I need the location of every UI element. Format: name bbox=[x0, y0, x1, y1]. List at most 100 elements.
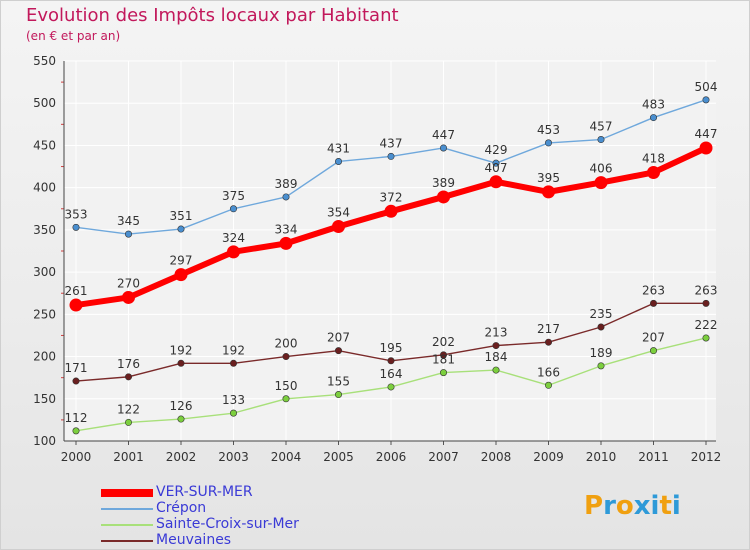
data-label-meuvaines: 202 bbox=[432, 335, 455, 349]
data-label-ver-sur-mer: 447 bbox=[695, 127, 718, 141]
data-point-ver-sur-mer bbox=[699, 141, 713, 155]
data-point-meuvaines bbox=[492, 342, 500, 350]
data-label-meuvaines: 263 bbox=[642, 283, 665, 297]
data-label-meuvaines: 195 bbox=[380, 341, 403, 355]
data-point-meuvaines bbox=[597, 323, 605, 331]
data-label-cr-pon: 504 bbox=[695, 80, 718, 94]
logo-letter: x bbox=[633, 491, 651, 521]
legend-item-sainte-croix-sur-mer: Sainte-Croix-sur-Mer bbox=[101, 516, 361, 533]
x-tick-label: 2001 bbox=[113, 450, 144, 464]
data-point-cr-pon bbox=[439, 144, 447, 152]
data-label-meuvaines: 217 bbox=[537, 322, 560, 336]
data-point-ver-sur-mer bbox=[69, 298, 83, 312]
data-label-cr-pon: 345 bbox=[117, 214, 140, 228]
data-label-meuvaines: 200 bbox=[275, 337, 298, 351]
data-point-sainte-croix-sur-mer bbox=[334, 391, 342, 399]
data-label-sainte-croix-sur-mer: 155 bbox=[327, 375, 350, 389]
data-point-ver-sur-mer bbox=[279, 236, 293, 250]
data-point-ver-sur-mer bbox=[489, 175, 503, 189]
data-point-ver-sur-mer bbox=[384, 204, 398, 218]
data-label-meuvaines: 263 bbox=[695, 283, 718, 297]
data-label-cr-pon: 447 bbox=[432, 128, 455, 142]
x-tick-label: 2003 bbox=[218, 450, 249, 464]
data-point-meuvaines bbox=[72, 377, 80, 385]
chart-subtitle: (en € et par an) bbox=[26, 29, 121, 43]
data-point-sainte-croix-sur-mer bbox=[282, 395, 290, 403]
data-label-meuvaines: 235 bbox=[590, 307, 613, 321]
data-point-ver-sur-mer bbox=[174, 268, 188, 282]
data-label-cr-pon: 453 bbox=[537, 123, 560, 137]
x-tick-label: 2008 bbox=[481, 450, 512, 464]
data-point-meuvaines bbox=[334, 347, 342, 355]
y-tick-label: 100 bbox=[33, 434, 56, 448]
x-tick-label: 2006 bbox=[376, 450, 407, 464]
data-point-cr-pon bbox=[492, 159, 500, 167]
data-label-cr-pon: 389 bbox=[275, 177, 298, 191]
data-point-ver-sur-mer bbox=[332, 220, 345, 234]
data-point-meuvaines bbox=[702, 299, 710, 307]
data-label-meuvaines: 176 bbox=[117, 357, 140, 371]
x-tick-label: 2007 bbox=[428, 450, 459, 464]
data-point-cr-pon bbox=[649, 114, 657, 122]
data-point-cr-pon bbox=[597, 136, 605, 144]
data-label-ver-sur-mer: 297 bbox=[170, 254, 193, 268]
data-label-ver-sur-mer: 261 bbox=[65, 284, 88, 298]
legend-label: Meuvaines bbox=[156, 532, 232, 548]
data-point-ver-sur-mer bbox=[122, 290, 135, 304]
data-point-cr-pon bbox=[334, 157, 342, 165]
data-label-ver-sur-mer: 407 bbox=[485, 161, 508, 175]
legend-label: Sainte-Croix-sur-Mer bbox=[156, 516, 299, 532]
y-tick-label: 450 bbox=[33, 138, 56, 152]
data-label-sainte-croix-sur-mer: 126 bbox=[170, 399, 193, 413]
x-tick-label: 2000 bbox=[61, 450, 92, 464]
data-label-sainte-croix-sur-mer: 189 bbox=[590, 346, 613, 360]
x-tick-label: 2005 bbox=[323, 450, 354, 464]
y-tick-label: 550 bbox=[33, 54, 56, 68]
data-point-cr-pon bbox=[125, 230, 133, 238]
legend-swatch bbox=[101, 489, 153, 497]
data-point-cr-pon bbox=[702, 96, 710, 104]
data-point-meuvaines bbox=[649, 299, 657, 307]
x-tick-label: 2011 bbox=[638, 450, 669, 464]
data-label-sainte-croix-sur-mer: 181 bbox=[432, 353, 455, 367]
proxiti-logo: Proxiti bbox=[584, 491, 681, 521]
data-label-ver-sur-mer: 406 bbox=[590, 162, 613, 176]
data-point-meuvaines bbox=[282, 353, 290, 361]
logo-letter: i bbox=[671, 491, 681, 521]
y-tick-label: 500 bbox=[33, 96, 56, 110]
legend-swatch bbox=[101, 540, 153, 542]
data-label-sainte-croix-sur-mer: 122 bbox=[117, 402, 140, 416]
data-point-cr-pon bbox=[177, 225, 185, 233]
logo-letter: i bbox=[650, 491, 660, 521]
y-tick-label: 250 bbox=[33, 307, 56, 321]
data-label-sainte-croix-sur-mer: 166 bbox=[537, 365, 560, 379]
data-label-meuvaines: 192 bbox=[170, 343, 193, 357]
data-point-sainte-croix-sur-mer bbox=[72, 427, 80, 435]
data-label-cr-pon: 429 bbox=[485, 143, 508, 157]
data-label-sainte-croix-sur-mer: 150 bbox=[275, 379, 298, 393]
data-label-cr-pon: 483 bbox=[642, 98, 665, 112]
logo-letter: r bbox=[603, 491, 616, 521]
data-point-ver-sur-mer bbox=[227, 245, 240, 259]
legend-item-meuvaines: Meuvaines bbox=[101, 532, 361, 549]
legend-item-cr-pon: Crépon bbox=[101, 500, 361, 517]
data-point-sainte-croix-sur-mer bbox=[597, 362, 605, 370]
chart-title: Evolution des Impôts locaux par Habitant bbox=[26, 5, 399, 26]
data-label-cr-pon: 437 bbox=[380, 136, 403, 150]
x-tick-label: 2012 bbox=[691, 450, 722, 464]
data-point-ver-sur-mer bbox=[647, 165, 660, 179]
data-point-cr-pon bbox=[387, 152, 395, 160]
data-label-ver-sur-mer: 418 bbox=[642, 151, 665, 165]
y-tick-label: 400 bbox=[33, 181, 56, 195]
data-point-meuvaines bbox=[230, 359, 238, 367]
data-label-ver-sur-mer: 270 bbox=[117, 276, 140, 290]
data-label-ver-sur-mer: 372 bbox=[380, 190, 403, 204]
data-point-ver-sur-mer bbox=[437, 190, 450, 204]
data-label-sainte-croix-sur-mer: 112 bbox=[65, 411, 88, 425]
data-label-meuvaines: 213 bbox=[485, 326, 508, 340]
data-label-sainte-croix-sur-mer: 222 bbox=[695, 318, 718, 332]
data-label-ver-sur-mer: 389 bbox=[432, 176, 455, 190]
logo-letter: o bbox=[615, 491, 634, 521]
